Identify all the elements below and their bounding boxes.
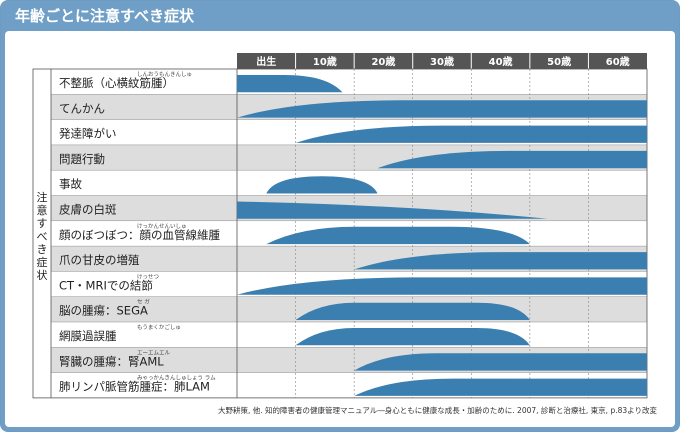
symptom-period-shape	[237, 201, 548, 219]
age-header-label: 40歳	[489, 55, 513, 68]
age-header-label: 出生	[256, 55, 276, 68]
category-label-char: べ	[37, 230, 48, 243]
category-label-char: 意	[37, 203, 48, 217]
row-ruby: けっせつ	[137, 273, 159, 280]
row-ruby: セ ガ	[137, 298, 150, 306]
symptom-period-shape	[295, 125, 647, 143]
row-label: CT・MRIでの結節	[59, 278, 153, 292]
category-label-char: 状	[37, 268, 48, 282]
row-label: 皮膚の白斑	[59, 203, 117, 217]
category-label-char: き	[37, 243, 48, 256]
category-label-char: 注	[37, 190, 48, 204]
row-label: 腎臓の腫瘍：腎AML	[59, 354, 164, 368]
row-label: 網膜過誤腫	[59, 329, 117, 343]
category-label-char: 症	[37, 255, 48, 269]
figure-title: 年齢ごとに注意すべき症状	[15, 7, 194, 25]
symptom-period-shape	[237, 100, 647, 118]
age-header-label: 50歳	[547, 55, 571, 68]
age-header-label: 60歳	[606, 55, 630, 68]
row-ruby: けっかんせんいしゅ	[137, 223, 187, 230]
symptom-period-shape	[266, 176, 378, 194]
symptom-period-shape	[266, 226, 530, 245]
row-label: 顔のぼつぼつ：顔の血管線維腫	[59, 228, 220, 242]
row-label: 問題行動	[59, 152, 105, 166]
row-label: てんかん	[59, 101, 105, 115]
row-ruby: しんおうもんきんしゅ	[137, 71, 192, 78]
row-ruby: エーエムエル	[137, 349, 171, 356]
row-label: 爪の甘皮の増殖	[59, 253, 140, 267]
symptom-period-shape	[295, 328, 530, 346]
symptom-period-shape	[237, 277, 647, 295]
source-citation: 大野耕策, 他. 知的障害者の健康管理マニュアル―身心ともに健康な成長・加齢のた…	[217, 406, 657, 415]
row-label: 不整脈（心横紋筋腫）	[59, 76, 174, 90]
age-header-label: 30歳	[430, 55, 454, 68]
row-label: 肺リンパ脈管筋腫症：肺LAM	[59, 380, 210, 394]
row-label: 事故	[59, 177, 82, 191]
row-label: 脳の腫瘍：SEGA	[59, 304, 148, 318]
age-header-bar	[237, 53, 647, 69]
symptom-period-shape	[295, 302, 530, 320]
row-ruby: みゃっかんきんしゅしょう ラム	[137, 375, 216, 382]
category-label-char: す	[37, 217, 48, 230]
symptom-period-shape	[354, 353, 647, 371]
symptom-period-shape	[354, 252, 647, 270]
row-label: 発達障がい	[59, 127, 117, 141]
age-header-label: 20歳	[371, 55, 395, 68]
symptom-period-shape	[377, 150, 647, 169]
age-header-label: 10歳	[313, 55, 337, 68]
symptom-period-shape	[354, 378, 647, 396]
row-ruby: もうまくかごしゅ	[137, 323, 181, 331]
symptom-period-shape	[237, 75, 343, 93]
table-border	[32, 68, 648, 399]
